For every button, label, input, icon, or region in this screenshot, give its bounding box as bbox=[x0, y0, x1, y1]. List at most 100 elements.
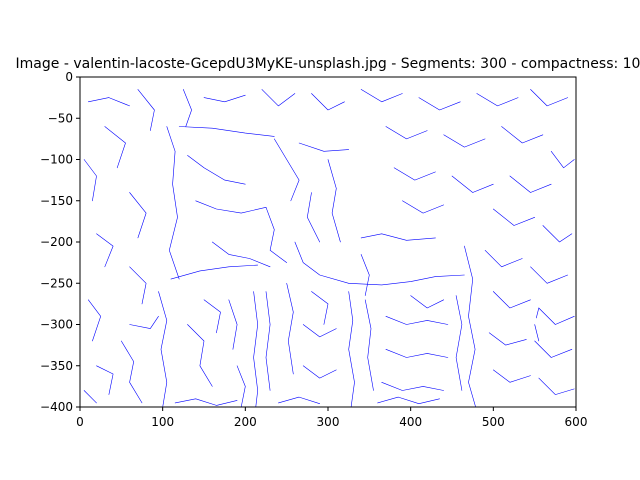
segment-boundary-line bbox=[302, 324, 337, 338]
segment-boundary-line bbox=[166, 126, 180, 280]
segment-boundary-line bbox=[542, 225, 573, 243]
x-tick-label: 0 bbox=[76, 415, 84, 429]
segment-boundary-line bbox=[265, 291, 271, 391]
segment-boundary-line bbox=[410, 295, 445, 309]
segment-boundary-line bbox=[327, 159, 341, 243]
x-tick-label: 600 bbox=[565, 415, 588, 429]
segment-boundary-line bbox=[228, 299, 238, 350]
segment-boundary-line bbox=[104, 126, 126, 169]
segment-boundary-line bbox=[294, 241, 350, 284]
segment-boundary-line bbox=[464, 245, 476, 407]
segment-boundary-line bbox=[302, 365, 337, 379]
segment-boundary-line bbox=[183, 89, 192, 127]
segment-boundary-line bbox=[381, 381, 445, 391]
segment-boundary-line bbox=[203, 94, 246, 103]
segment-boundary-line bbox=[476, 93, 519, 107]
segment-boundary-line bbox=[129, 315, 159, 329]
segment-boundary-line bbox=[253, 291, 259, 407]
x-tick-label: 100 bbox=[151, 415, 174, 429]
segment-boundary-line bbox=[273, 138, 300, 202]
segment-boundary-line bbox=[385, 348, 449, 358]
segment-boundary-line bbox=[170, 264, 259, 280]
segment-boundary-line bbox=[121, 340, 143, 404]
segment-boundary-line bbox=[550, 151, 575, 169]
segment-boundary-line bbox=[385, 126, 428, 140]
segment-boundary-line bbox=[83, 159, 97, 202]
segment-boundary-line bbox=[360, 233, 436, 241]
segment-boundary-line bbox=[195, 200, 267, 214]
y-tick-label: −50 bbox=[48, 111, 73, 125]
segment-boundary-line bbox=[286, 282, 294, 375]
segment-boundary-line bbox=[530, 89, 569, 107]
segment-boundary-line bbox=[129, 266, 147, 305]
segment-boundary-line bbox=[311, 291, 329, 325]
axes-frame bbox=[79, 76, 577, 408]
y-tick-label: −100 bbox=[40, 153, 73, 167]
plot-area bbox=[83, 89, 575, 407]
segment-boundary-line bbox=[501, 126, 544, 144]
segment-boundary-line bbox=[306, 192, 321, 243]
chart-title: Image - valentin-lacoste-GcepdU3MyKE-uns… bbox=[16, 56, 640, 72]
segment-boundary-line bbox=[298, 142, 350, 152]
segment-boundary-line bbox=[360, 89, 403, 103]
segment-boundary-line bbox=[488, 332, 527, 346]
segment-boundary-line bbox=[187, 324, 213, 387]
segment-boundary-line bbox=[484, 250, 523, 268]
segment-boundary-line bbox=[137, 89, 155, 131]
segment-boundary-line bbox=[88, 97, 130, 107]
x-axis: 0 100 200 300 400 500 600 bbox=[76, 407, 587, 429]
segment-boundary-line bbox=[443, 134, 486, 148]
segment-boundary-line bbox=[212, 241, 271, 268]
segment-boundary-line bbox=[348, 291, 355, 407]
segment-boundary-line bbox=[203, 299, 221, 334]
x-tick-label: 300 bbox=[317, 415, 340, 429]
segment-boundary-line bbox=[393, 167, 436, 181]
segment-boundary-line bbox=[83, 390, 97, 404]
y-axis: 0 −50 −100 −150 −200 −250 −300 −350 −400 bbox=[40, 70, 80, 414]
segment-boundary-line bbox=[88, 299, 101, 342]
segment-boundary-line bbox=[538, 377, 575, 395]
segment-boundary-line bbox=[129, 192, 147, 239]
segment-boundary-line bbox=[535, 307, 540, 319]
segment-boundary-line bbox=[96, 233, 114, 268]
segment-boundary-line bbox=[96, 365, 114, 395]
y-tick-label: −350 bbox=[40, 359, 73, 373]
segment-boundary-line bbox=[418, 97, 461, 111]
x-tick-label: 500 bbox=[482, 415, 505, 429]
segment-boundary-line bbox=[158, 291, 168, 407]
segment-boundary-line bbox=[402, 200, 445, 214]
segment-boundary-line bbox=[530, 266, 569, 284]
segment-boundary-line bbox=[492, 291, 531, 309]
segment-boundary-line bbox=[236, 365, 246, 407]
segment-boundary-line bbox=[174, 398, 238, 406]
segment-boundary-line bbox=[311, 93, 345, 111]
segment-boundary-line bbox=[538, 307, 575, 325]
y-tick-label: −250 bbox=[40, 276, 73, 290]
y-tick-label: −150 bbox=[40, 194, 73, 208]
y-tick-label: −200 bbox=[40, 235, 73, 249]
segment-boundary-line bbox=[278, 396, 321, 405]
segment-boundary-line bbox=[509, 175, 552, 193]
segment-boundary-line bbox=[385, 315, 449, 325]
segment-boundary-line bbox=[451, 175, 494, 193]
y-tick-label: −400 bbox=[40, 400, 73, 414]
segment-boundary-line bbox=[348, 274, 465, 286]
segment-boundary-line bbox=[187, 155, 246, 185]
segment-boundary-line bbox=[178, 126, 275, 137]
segment-boundary-line bbox=[377, 396, 440, 405]
y-tick-label: 0 bbox=[65, 70, 73, 84]
x-tick-label: 200 bbox=[234, 415, 257, 429]
segment-boundary-line bbox=[265, 207, 288, 263]
segment-boundary-line bbox=[364, 299, 374, 391]
segment-boundary-line bbox=[455, 295, 463, 391]
segment-boundary-line bbox=[492, 369, 531, 383]
segment-boundary-line bbox=[534, 324, 540, 342]
segment-boundary-line bbox=[492, 208, 536, 226]
y-tick-label: −300 bbox=[40, 318, 73, 332]
segment-boundary-line bbox=[261, 89, 296, 107]
segment-boundary-line bbox=[534, 340, 573, 358]
x-tick-label: 400 bbox=[399, 415, 422, 429]
segment-boundary-line bbox=[360, 254, 370, 296]
